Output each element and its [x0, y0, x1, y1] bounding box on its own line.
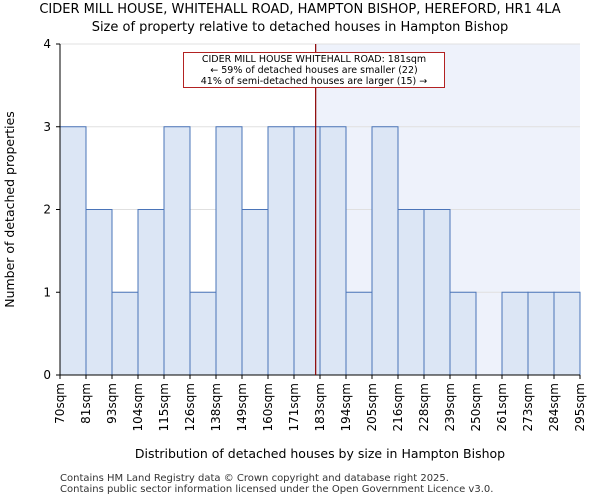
chart-title: CIDER MILL HOUSE, WHITEHALL ROAD, HAMPTO… [39, 2, 561, 17]
bar-138sqm [215, 126, 243, 376]
x-tick-label: 239sqm [443, 383, 457, 431]
x-tick-label: 284sqm [547, 383, 561, 431]
annotation-line-2: ← 59% of detached houses are smaller (22… [210, 65, 418, 76]
x-tick-label: 194sqm [339, 383, 353, 431]
x-tick-label: 216sqm [391, 383, 405, 431]
x-tick-label: 183sqm [313, 383, 327, 431]
footer-copyright: Contains HM Land Registry data © Crown c… [60, 473, 449, 484]
x-tick-label: 273sqm [521, 383, 535, 431]
y-tick-label: 1 [43, 285, 51, 299]
y-tick-label: 0 [43, 368, 51, 382]
x-tick-label: 205sqm [365, 383, 379, 431]
x-tick-label: 149sqm [235, 383, 249, 431]
bar-183sqm [319, 126, 347, 376]
x-tick-label: 126sqm [183, 383, 197, 431]
x-tick-label: 104sqm [131, 383, 145, 431]
bar-216sqm [397, 209, 425, 376]
x-tick-label: 138sqm [209, 383, 223, 431]
x-tick-label: 115sqm [157, 383, 171, 431]
bar-81sqm [85, 209, 113, 376]
annotation-line-1: CIDER MILL HOUSE WHITEHALL ROAD: 181sqm [201, 54, 427, 65]
bar-70sqm [59, 126, 87, 376]
bar-239sqm [449, 291, 477, 376]
bar-194sqm [345, 291, 373, 376]
y-tick-label: 2 [43, 203, 51, 217]
chart-subtitle: Size of property relative to detached ho… [91, 20, 509, 35]
property-annotation-box: CIDER MILL HOUSE WHITEHALL ROAD: 181sqm … [183, 52, 445, 88]
y-axis-title: Number of detached properties [2, 111, 17, 308]
x-axis-title: Distribution of detached houses by size … [135, 446, 505, 461]
bar-228sqm [423, 209, 451, 376]
y-tick-label: 4 [43, 37, 51, 51]
bar-93sqm [111, 291, 139, 376]
bar-284sqm [553, 291, 581, 376]
bar-160sqm [267, 126, 295, 376]
x-tick-label: 171sqm [287, 383, 301, 431]
x-tick-label: 70sqm [53, 383, 67, 424]
x-tick-label: 81sqm [79, 383, 93, 424]
annotation-line-3: 41% of semi-detached houses are larger (… [200, 76, 428, 87]
footer-licence: Contains public sector information licen… [60, 484, 494, 495]
bar-205sqm [371, 126, 399, 376]
x-tick-label: 261sqm [495, 383, 509, 431]
x-tick-label: 228sqm [417, 383, 431, 431]
x-tick-label: 295sqm [573, 383, 587, 431]
bar-126sqm [189, 291, 217, 376]
y-tick-label: 3 [43, 120, 51, 134]
bar-149sqm [241, 209, 269, 376]
bar-115sqm [163, 126, 191, 376]
bar-104sqm [137, 209, 165, 376]
x-tick-label: 160sqm [261, 383, 275, 431]
bar-273sqm [527, 291, 555, 376]
x-tick-label: 93sqm [105, 383, 119, 424]
x-tick-label: 250sqm [469, 383, 483, 431]
bar-261sqm [501, 291, 529, 376]
